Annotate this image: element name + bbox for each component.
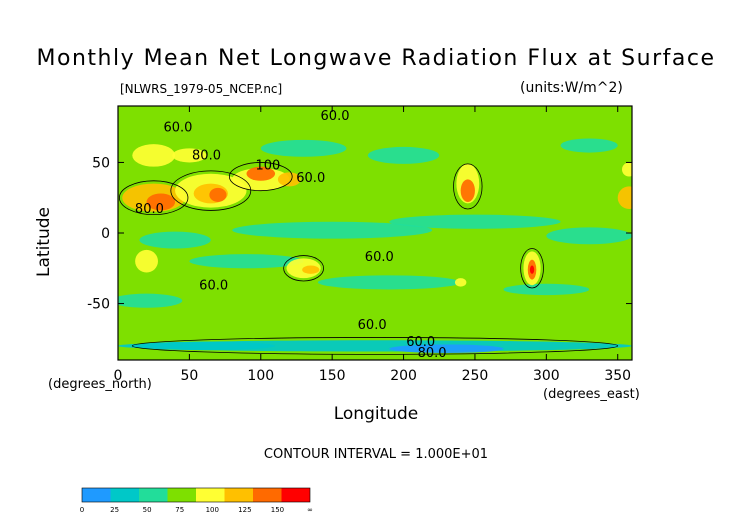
field-region-21 — [277, 172, 301, 187]
field-region-3 — [546, 227, 632, 245]
field-region-23 — [172, 148, 207, 163]
field-region-10 — [560, 138, 618, 153]
contour-label: 60.0 — [296, 171, 325, 186]
contour-line-5 — [119, 180, 189, 216]
field-region-34 — [454, 278, 467, 287]
field-region-12 — [389, 344, 504, 353]
field-region-1 — [389, 214, 561, 229]
x-axis-label: Longitude — [333, 404, 419, 424]
field-region-4 — [189, 254, 304, 269]
axes: 0 50 100 150 200 250 300 350 50 0 -50 — [87, 106, 632, 384]
colorbar-tick-label: 50 — [143, 506, 152, 514]
contour-label: 80.0 — [192, 149, 221, 164]
colorbar-swatch — [82, 488, 111, 502]
field-region-2 — [139, 231, 211, 249]
field-region-20 — [246, 166, 276, 181]
x-unit-label-left: (degrees_north) — [48, 377, 152, 392]
field-region-30 — [302, 265, 320, 274]
x-unit-label-right: (degrees_east) — [543, 387, 640, 402]
contour-label: 60.0 — [358, 318, 387, 333]
contour-line-2 — [453, 163, 483, 210]
field-region-5 — [317, 275, 461, 290]
colorbar-swatch — [253, 488, 282, 502]
y-tick-label: -50 — [87, 297, 110, 313]
field-region-15 — [146, 193, 176, 211]
contour-line-4 — [283, 255, 325, 282]
colorbar-tick-label: 0 — [80, 506, 84, 514]
colorbar-tick-label: 125 — [238, 506, 251, 514]
colorbar-tick-label: 25 — [110, 506, 119, 514]
field-region-28 — [529, 265, 535, 274]
colorbar-frame — [81, 487, 311, 503]
field-region-0 — [232, 221, 433, 239]
field-region-33 — [622, 162, 632, 177]
source-file-label: [NLWRS_1979-05_NCEP.nc] — [120, 82, 283, 96]
contour-label: 60.0 — [199, 278, 228, 293]
colorbar-swatch — [224, 488, 253, 502]
x-tick-label: 350 — [604, 368, 631, 384]
contour-label: 100 — [256, 159, 281, 174]
contour-label: 60.0 — [321, 109, 350, 124]
x-tick-label: 100 — [247, 368, 274, 384]
field-region-31 — [135, 249, 158, 273]
colorbar-swatch — [281, 488, 310, 502]
y-tick-label: 50 — [92, 155, 110, 171]
x-tick-label: 50 — [180, 368, 198, 384]
contour-label: 80.0 — [418, 346, 447, 361]
x-tick-label: 200 — [390, 368, 417, 384]
y-tick-label: 0 — [101, 226, 110, 242]
x-tick-label: 300 — [533, 368, 560, 384]
contour-label: 80.0 — [135, 202, 164, 217]
x-tick-label: 150 — [319, 368, 346, 384]
field-region-25 — [460, 179, 475, 202]
contour-line-6 — [131, 337, 619, 355]
colorbar-swatch — [167, 488, 196, 502]
chart-title: Monthly Mean Net Longwave Radiation Flux… — [36, 46, 716, 71]
field-region-22 — [132, 144, 176, 167]
contour-label: 60.0 — [365, 250, 394, 265]
field-region-6 — [503, 283, 590, 296]
contour-label: 60.0 — [163, 120, 192, 135]
x-tick-label: 250 — [462, 368, 489, 384]
field-region-7 — [118, 293, 183, 308]
contour-interval-label: CONTOUR INTERVAL = 1.000E+01 — [263, 447, 489, 462]
x-tick-label: 0 — [114, 368, 123, 384]
units-label: (units:W/m^2) — [520, 80, 623, 96]
field-region-18 — [209, 187, 227, 202]
colorbar-tick-label: 100 — [206, 506, 219, 514]
contour-labels: 60.060.080.010060.080.060.060.060.060.08… — [135, 109, 447, 361]
field-region-8 — [260, 139, 347, 157]
contour-line-1 — [228, 162, 293, 192]
colorbar-swatch — [139, 488, 168, 502]
contour-line-0 — [170, 170, 252, 211]
field-region-13 — [132, 341, 276, 351]
colorbar-tick-label: ∞ — [307, 506, 313, 514]
colorbar-tick-label: 75 — [175, 506, 184, 514]
colorbar-swatch — [196, 488, 225, 502]
contour-label: 60.0 — [406, 335, 435, 350]
contour-line-3 — [520, 248, 544, 289]
plot-area — [118, 106, 632, 360]
field-region-9 — [367, 146, 440, 164]
colorbar-swatch — [110, 488, 139, 502]
colorbar-tick-label: 150 — [271, 506, 284, 514]
field-region-32 — [617, 186, 632, 210]
colorbar: 0 25 50 75 100 125 150 ∞ — [80, 487, 313, 514]
